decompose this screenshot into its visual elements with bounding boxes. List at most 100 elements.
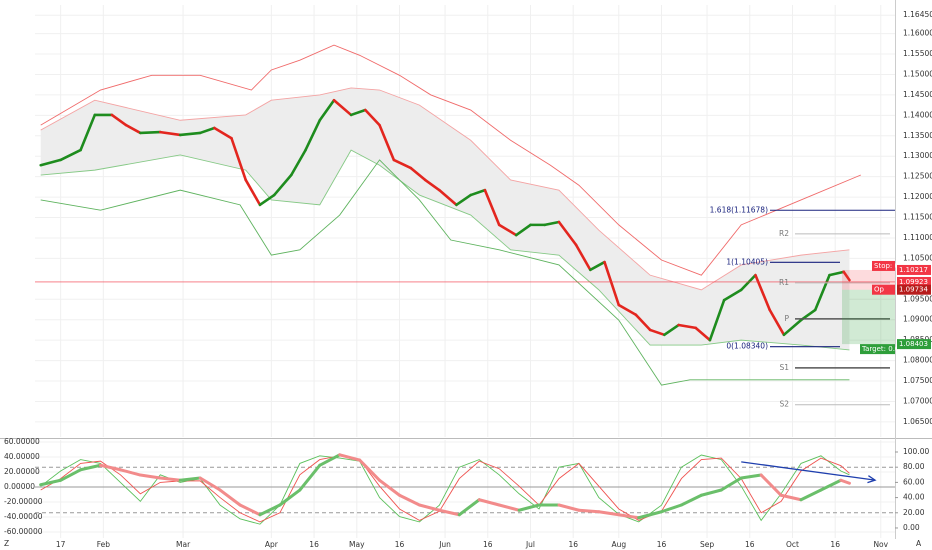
last-price-tag-bg [897, 276, 931, 287]
y-tick-label: 1.15000 [903, 69, 932, 78]
series-segment [634, 313, 652, 332]
series-segment [659, 503, 683, 514]
corner-left[interactable]: Z [4, 539, 9, 548]
series-segment [438, 188, 458, 207]
series-segment [722, 288, 743, 302]
target-label-bg [860, 344, 895, 355]
entry-price-tag-bg [897, 284, 931, 295]
pivot-label: R2 [779, 229, 789, 238]
x-tick-label: Jul [525, 540, 535, 549]
series-segment [409, 166, 427, 182]
series-segment [198, 476, 222, 492]
series-segment [483, 188, 501, 227]
series-segment [349, 108, 367, 117]
y-tick-label: 1.15500 [903, 49, 932, 58]
series-segment [477, 498, 501, 507]
series-segment [364, 108, 381, 127]
series-segment [213, 126, 233, 140]
x-tick-label: Oct [786, 540, 799, 549]
series-segment [289, 148, 307, 177]
y-tick-label: 1.11500 [903, 213, 932, 222]
x-tick-label: Sep [700, 540, 714, 549]
series-line [40, 149, 850, 351]
series-segment [238, 503, 262, 517]
x-tick-label: 16 [745, 540, 755, 549]
entry-label-bg [872, 284, 895, 295]
stop-label: Stop: 0 [874, 262, 899, 270]
y-tick-label: 1.13500 [903, 131, 932, 140]
stop-price-tag-bg [897, 264, 931, 275]
series-segment [557, 220, 578, 247]
series-segment [392, 158, 413, 170]
series-segment [574, 243, 592, 272]
series-segment [332, 98, 353, 117]
trend-arrow [741, 461, 876, 481]
series-segment [79, 113, 97, 152]
series-segment [617, 303, 638, 317]
x-tick-label: Jun [438, 540, 451, 549]
series-segment [258, 503, 282, 517]
stop-price-tag: 1.10217 [899, 266, 928, 274]
series-segment [597, 510, 621, 517]
series-segment [230, 136, 248, 182]
x-tick-label: 16 [483, 540, 493, 549]
series-segment [272, 173, 293, 197]
x-tick-label: 16 [309, 540, 319, 549]
series-segment [118, 468, 142, 477]
series-segment [378, 478, 402, 497]
series-segment [637, 510, 663, 520]
x-tick-label: Mar [176, 540, 191, 549]
series-segment [198, 126, 216, 135]
series-segment [739, 473, 763, 480]
series-segment [417, 503, 441, 512]
target-zone [842, 289, 895, 345]
series-segment [304, 118, 322, 152]
corner-right[interactable]: A [916, 539, 922, 548]
series-segment [59, 468, 83, 482]
series-segment [318, 453, 342, 467]
y2-tick-label: 80.00 [903, 462, 925, 471]
series-segment [178, 476, 202, 482]
series-segment [178, 131, 202, 137]
series-segment [603, 260, 621, 307]
fib-label: 0(1.08340) [726, 342, 768, 351]
series-segment [617, 513, 641, 520]
series-segment [754, 273, 772, 312]
series-segment [244, 178, 262, 207]
series-segment [158, 476, 182, 482]
last-price-tag: 1.09923 [899, 278, 928, 286]
y2-tick-label: 100.00 [903, 447, 929, 456]
fib-label: 1(1.10405) [726, 257, 768, 266]
series-segment [457, 498, 481, 517]
y-tick-label: 1.16000 [903, 29, 932, 38]
series-segment [588, 260, 606, 272]
target-price-tag: 1.08403 [899, 340, 928, 348]
series-segment [39, 158, 62, 167]
series-segment [799, 488, 823, 502]
x-tick-label: Nov [873, 540, 888, 549]
stop-label-bg [872, 260, 895, 271]
series-segment [98, 463, 122, 472]
series-segment [124, 123, 142, 135]
band-fill [40, 87, 850, 350]
y-tick-label: 1.14500 [903, 90, 932, 99]
series-segment [719, 476, 743, 492]
series-segment [514, 223, 532, 237]
y-tick-label: 1.06500 [903, 417, 932, 426]
x-tick-label: Aug [611, 540, 626, 549]
series-segment [469, 188, 487, 197]
y-tick-label: 1.10500 [903, 253, 932, 262]
y2-tick-label: 40.00 [903, 493, 925, 502]
series-segment [828, 270, 846, 277]
y-tick-label: 1.16450 [903, 10, 932, 19]
y2-tick-label: 20.00 [903, 508, 925, 517]
series-segment [842, 270, 851, 282]
y-tick-label: 1.12500 [903, 172, 932, 181]
series-segment [708, 298, 726, 342]
y-tick-label: 40.00000 [4, 452, 40, 461]
y-tick-label: 1.08000 [903, 356, 932, 365]
series-segment [648, 328, 666, 337]
y-tick-label: 1.07500 [903, 376, 932, 385]
y-tick-label: 20.00000 [4, 467, 40, 476]
pane [35, 5, 895, 437]
